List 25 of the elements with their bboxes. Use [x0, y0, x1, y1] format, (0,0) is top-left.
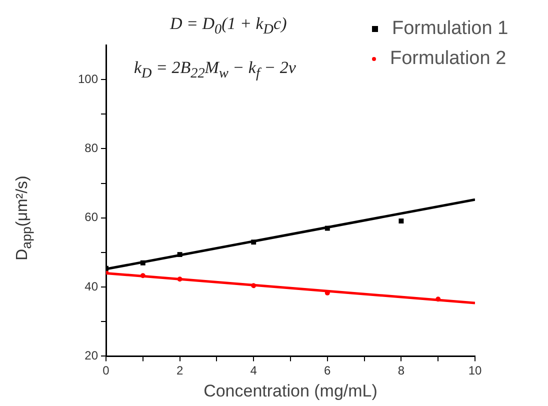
y-tick-label: 60: [84, 210, 98, 224]
text: D = D$_{0}$(1 + k$_{D}$c): [170, 14, 287, 38]
point: [324, 226, 330, 231]
y-tick-label: 20: [84, 348, 98, 363]
y-tick-label: 40: [84, 279, 98, 294]
x-tick-label: 8: [398, 364, 405, 378]
x-tick-label: 2: [176, 364, 184, 378]
x-axis-title: Concentration (mg/mL): [204, 381, 378, 400]
y-tick-label: 80: [84, 141, 98, 156]
point: [251, 240, 256, 245]
point: [177, 276, 182, 282]
point: [436, 296, 441, 302]
x-tick-label: 6: [324, 364, 332, 378]
point: [251, 283, 256, 288]
legend-label: Formulation 2: [390, 48, 506, 70]
x-tick-label: 10: [468, 364, 482, 378]
point: [140, 273, 146, 278]
legend-label: Formulation 1: [392, 18, 508, 40]
point: [140, 260, 146, 266]
point: [177, 252, 182, 258]
x-tick-label: 0: [102, 364, 110, 378]
x-tick-label: 4: [250, 364, 258, 378]
text: k$_{D}$ = 2B$_{22}$M$_{w}$ − k$_{f}$ − 2v: [134, 58, 296, 82]
y-tick-label: 100: [78, 72, 98, 86]
point: [398, 218, 404, 224]
